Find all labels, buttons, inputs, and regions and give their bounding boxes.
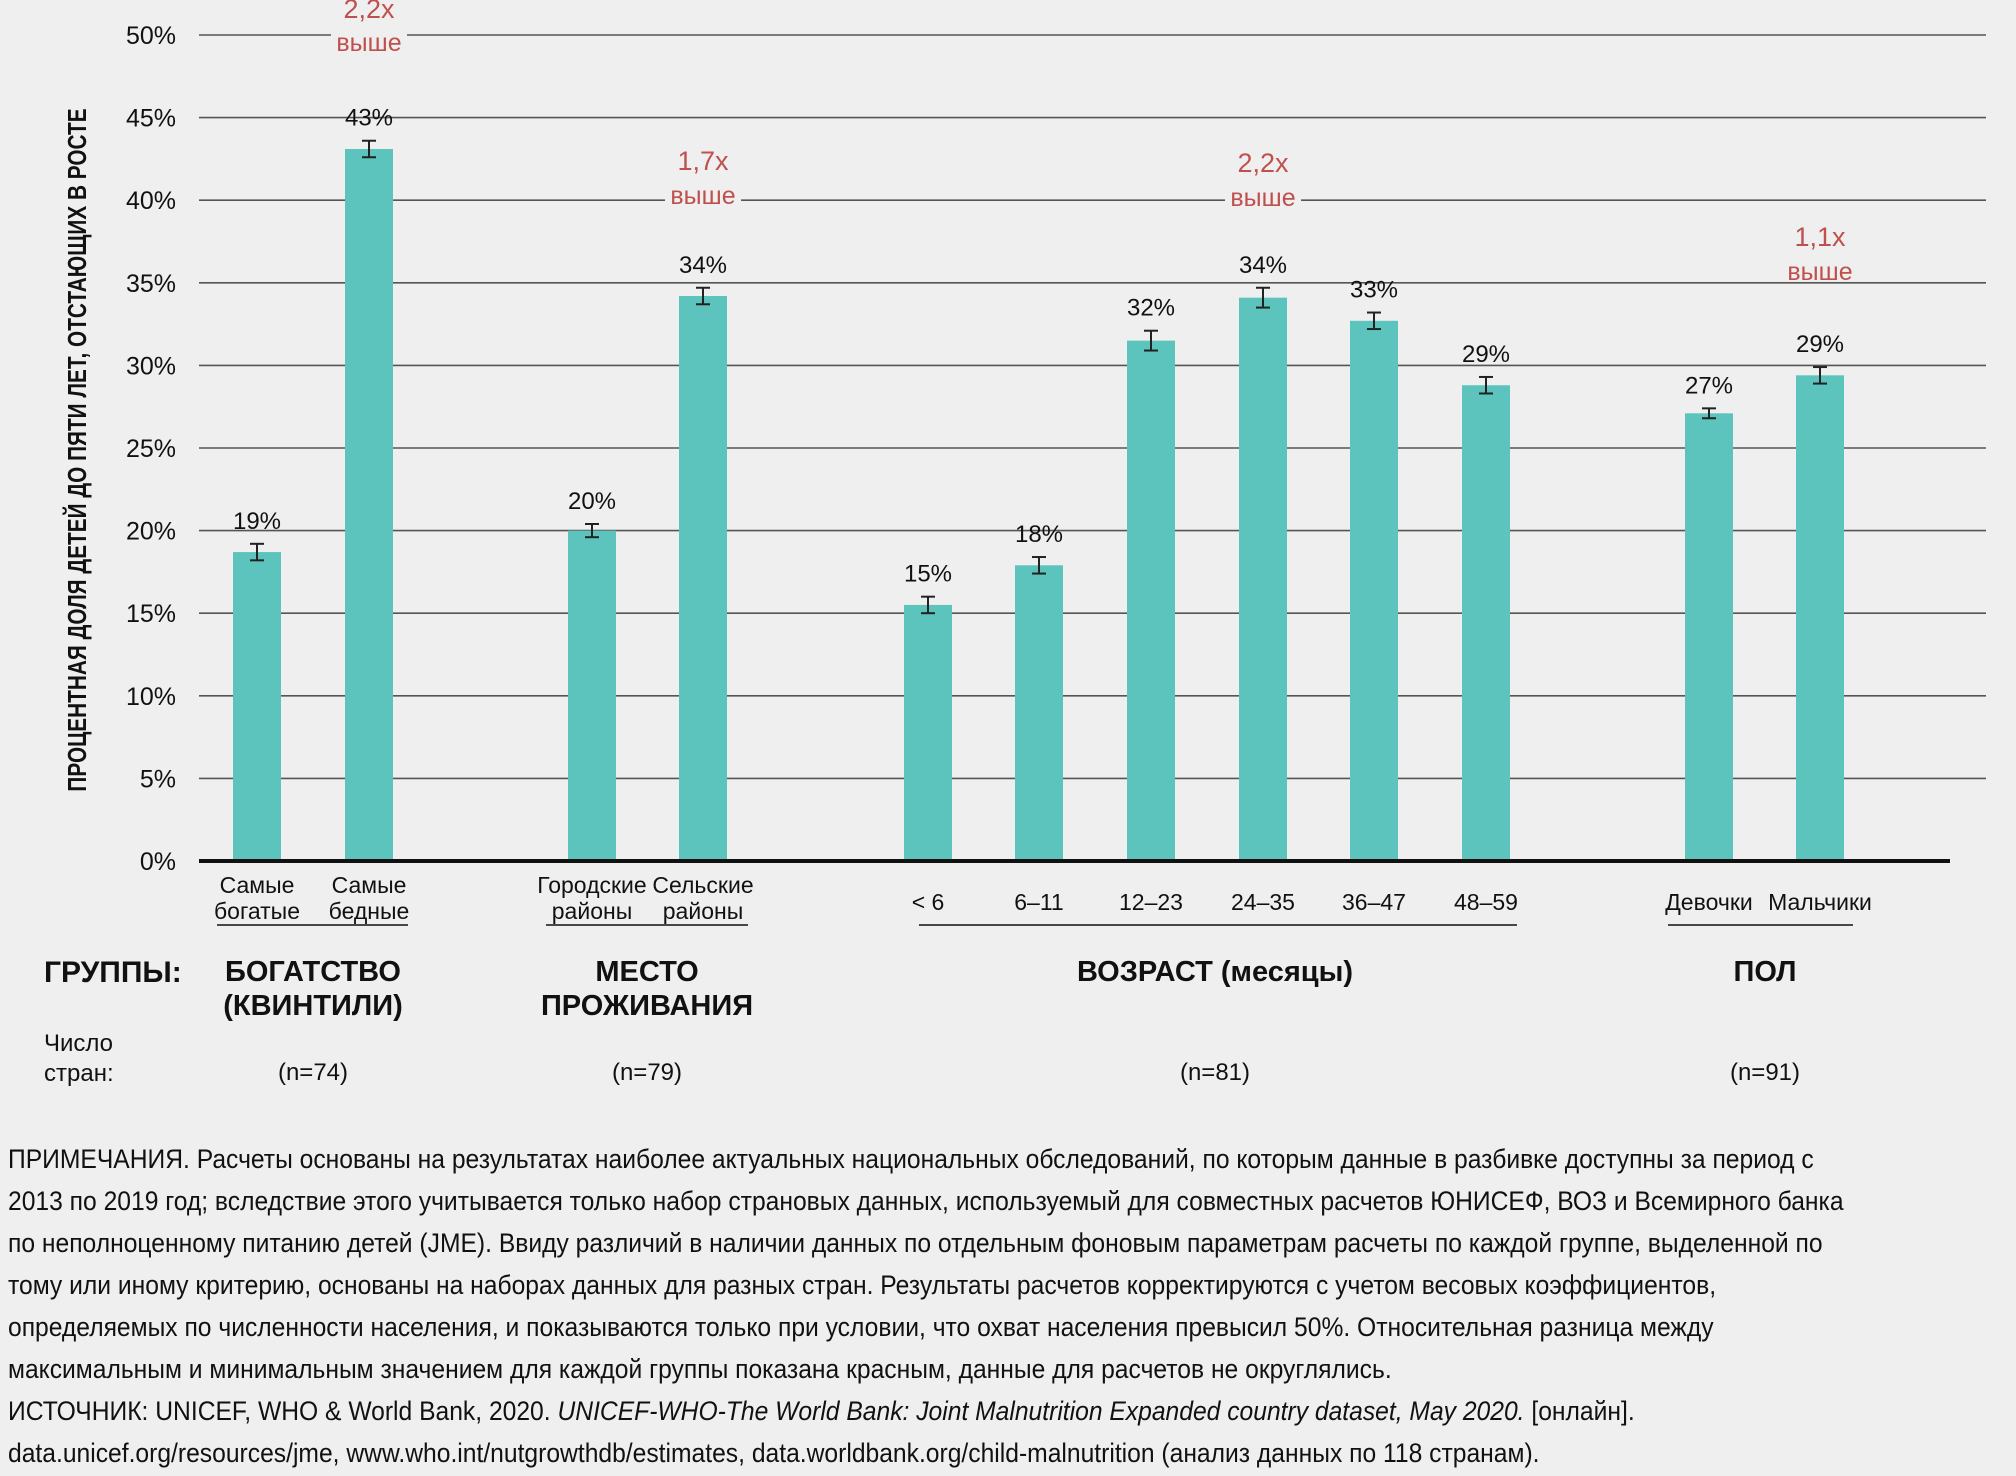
- x-category-labels: СамыебогатыеСамыебедныеГородскиерайоныСе…: [214, 872, 1872, 926]
- group-n-0: (n=74): [278, 1059, 348, 1086]
- group-n-2: (n=81): [1180, 1059, 1250, 1086]
- group-name-2-0: ВОЗРАСТ (месяцы): [1077, 956, 1353, 988]
- value-label-2-3: 34%: [1239, 252, 1287, 279]
- notes-block: ПРИМЕЧАНИЯ. Расчеты основаны на результа…: [8, 1138, 1868, 1474]
- ratio-bg-1: [665, 144, 741, 206]
- value-label-3-0: 27%: [1685, 372, 1733, 399]
- stunting-bar-chart: 0% 5% 10% 15% 20% 25% 30% 35% 40% 45% 50% ПРОЦЕНТН…: [44, 0, 1986, 1087]
- category-label-1-1-b: районы: [663, 898, 743, 924]
- category-label-0-0-a: Самые: [220, 872, 295, 898]
- category-label-2-0: < 6: [912, 889, 945, 915]
- group-n-1: (n=79): [612, 1059, 682, 1086]
- y-tick-label-50: 50%: [126, 22, 176, 50]
- ratio-value-3: 1,1x: [1794, 222, 1846, 252]
- y-axis-ticks: 0% 5% 10% 15% 20% 25% 30% 35% 40% 45% 50%: [126, 22, 176, 876]
- category-label-3-0: Девочки: [1665, 889, 1753, 915]
- countries-label-line2: стран:: [44, 1060, 114, 1087]
- bar-2-2: [1127, 340, 1175, 861]
- category-label-2-3: 24–35: [1231, 889, 1295, 915]
- bar-0-1: [345, 148, 393, 861]
- value-label-2-4: 33%: [1350, 277, 1398, 304]
- category-label-1-0-a: Городские: [537, 872, 646, 898]
- ratio-annotations: 2,2x выше 1,7x выше 2,2x выше 1,1x выше: [331, 0, 1858, 286]
- ratio-word-3: выше: [1787, 258, 1852, 286]
- gridlines: [199, 34, 1986, 780]
- category-label-1-1-a: Сельские: [652, 872, 753, 898]
- bar-2-5: [1462, 385, 1510, 861]
- y-tick-label-20: 20%: [126, 518, 176, 546]
- bar-3-1: [1796, 375, 1844, 861]
- group-name-3-0: ПОЛ: [1733, 956, 1796, 988]
- source-prefix: ИСТОЧНИК: UNICEF, WHO & World Bank, 2020…: [8, 1396, 558, 1426]
- category-label-2-5: 48–59: [1454, 889, 1518, 915]
- bar-2-3: [1239, 297, 1287, 862]
- value-label-1-1: 34%: [679, 252, 727, 279]
- bars: 19% 43% 20% 34% 15% 18% 32% 34% 33% 29% 27% 29%: [233, 105, 1844, 862]
- group-name-1-1: ПРОЖИВАНИЯ: [541, 990, 753, 1022]
- category-label-2-2: 12–23: [1119, 889, 1183, 915]
- bar-0-0: [233, 552, 281, 861]
- category-label-0-0-b: богатые: [214, 898, 300, 924]
- bar-2-1: [1015, 565, 1063, 861]
- y-tick-label-15: 15%: [126, 600, 176, 628]
- countries-label-line1: Число: [44, 1030, 113, 1057]
- category-label-2-4: 36–47: [1342, 889, 1406, 915]
- value-label-3-1: 29%: [1796, 331, 1844, 358]
- value-label-2-0: 15%: [904, 561, 952, 588]
- ratio-value-0: 2,2x: [343, 0, 395, 24]
- y-tick-label-45: 45%: [126, 105, 176, 133]
- category-label-0-1-a: Самые: [332, 872, 407, 898]
- source-suffix: [онлайн]. data.unicef.org/resources/jme,…: [8, 1396, 1635, 1468]
- bar-1-1: [679, 296, 727, 861]
- y-tick-label-10: 10%: [126, 683, 176, 711]
- y-tick-label-25: 25%: [126, 435, 176, 463]
- source-text: ИСТОЧНИК: UNICEF, WHO & World Bank, 2020…: [8, 1390, 1868, 1474]
- group-names: БОГАТСТВО(КВИНТИЛИ) (n=74) МЕСТОПРОЖИВАНИЯ…: [223, 956, 1800, 1086]
- category-label-2-1: 6–11: [1014, 889, 1063, 915]
- y-tick-label-40: 40%: [126, 187, 176, 215]
- y-tick-label-5: 5%: [140, 765, 176, 793]
- bar-2-4: [1350, 320, 1398, 861]
- value-label-0-1: 43%: [345, 105, 393, 132]
- ratio-word-1: выше: [670, 182, 735, 210]
- y-tick-label-35: 35%: [126, 270, 176, 298]
- ratio-value-1: 1,7x: [677, 146, 729, 176]
- category-label-3-1: Мальчики: [1768, 889, 1872, 915]
- value-label-0-0: 19%: [233, 508, 281, 535]
- ratio-word-0: выше: [336, 29, 401, 57]
- value-label-2-1: 18%: [1015, 521, 1063, 548]
- ratio-bg-2: [1225, 146, 1301, 208]
- group-name-1-0: МЕСТО: [595, 956, 698, 988]
- value-label-2-5: 29%: [1462, 341, 1510, 368]
- group-name-0-0: БОГАТСТВО: [225, 956, 401, 988]
- group-n-3: (n=91): [1730, 1059, 1800, 1086]
- ratio-word-2: выше: [1230, 184, 1295, 212]
- ratio-value-2: 2,2x: [1237, 148, 1289, 178]
- value-label-2-2: 32%: [1127, 295, 1175, 322]
- ratio-bg-0: [331, 0, 407, 54]
- bar-1-0: [568, 530, 616, 861]
- value-label-1-0: 20%: [568, 488, 616, 515]
- y-tick-label-30: 30%: [126, 352, 176, 380]
- ratio-bg-3: [1782, 220, 1858, 282]
- bar-2-0: [904, 604, 952, 861]
- bar-3-0: [1685, 413, 1733, 861]
- notes-text: ПРИМЕЧАНИЯ. Расчеты основаны на результа…: [8, 1144, 1844, 1384]
- y-tick-label-0: 0%: [140, 848, 176, 876]
- y-axis-label: ПРОЦЕНТНАЯ ДОЛЯ ДЕТЕЙ ДО ПЯТИ ЛЕТ, ОТСТА…: [62, 108, 92, 791]
- source-title: UNICEF-WHO-The World Bank: Joint Malnutr…: [557, 1396, 1525, 1426]
- category-label-1-0-b: районы: [552, 898, 632, 924]
- category-label-0-1-b: бедные: [329, 898, 410, 924]
- groups-label: ГРУППЫ:: [44, 956, 182, 989]
- group-name-0-1: (КВИНТИЛИ): [223, 990, 403, 1022]
